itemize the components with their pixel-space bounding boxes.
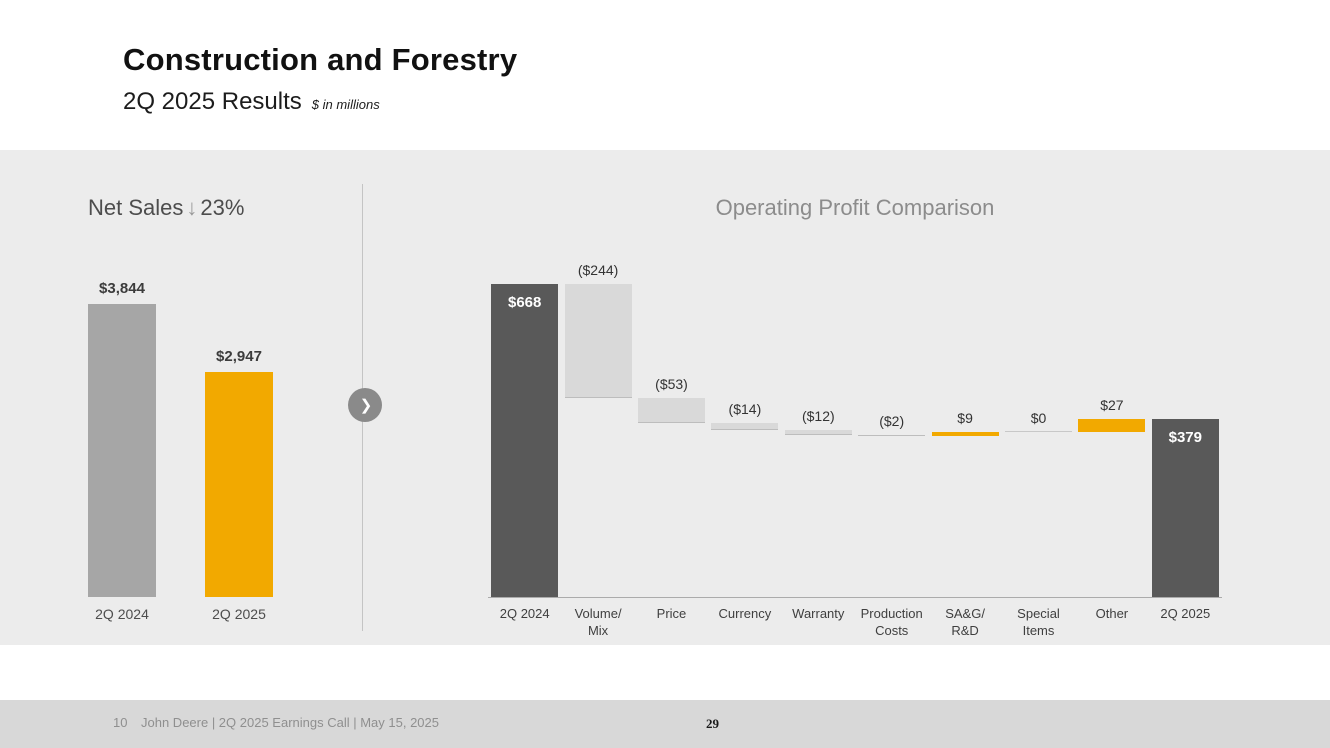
net-sales-change: 23% [200, 195, 245, 220]
down-arrow-icon: ↓ [186, 195, 198, 220]
waterfall-category-label: Production Costs [860, 606, 923, 638]
footer-slide-number: 10 [113, 715, 128, 730]
net-sales-category-label: 2Q 2025 [212, 606, 266, 622]
net-sales-plot: $3,844 $2,947 [88, 280, 368, 597]
page-title: Construction and Forestry [123, 42, 518, 77]
net-sales-bar-0 [88, 304, 156, 597]
waterfall-category-label: Special Items [1017, 606, 1060, 638]
waterfall-bar-1 [564, 283, 632, 399]
net-sales-category-label: 2Q 2024 [95, 606, 149, 622]
waterfall-bar-7 [1005, 431, 1072, 433]
footer-band [0, 700, 1330, 748]
net-sales-bar-1 [205, 372, 273, 597]
waterfall-category-label: Volume/ Mix [574, 606, 622, 638]
net-sales-value-label: $2,947 [216, 348, 262, 365]
section-divider-circle: ❯ [348, 388, 382, 422]
waterfall-value-label: $9 [957, 410, 973, 427]
waterfall-category-label: Currency [718, 606, 772, 621]
waterfall-category-label: Warranty [792, 606, 845, 621]
waterfall-bar-4 [784, 429, 852, 436]
waterfall-category-label: 2Q 2024 [499, 606, 550, 621]
waterfall-bar-5 [858, 435, 926, 437]
waterfall-bar-8 [1078, 419, 1146, 433]
waterfall-bar-6 [931, 432, 999, 437]
footer-caption: John Deere | 2Q 2025 Earnings Call | May… [141, 715, 439, 730]
waterfall-bar-3 [711, 423, 779, 430]
waterfall-value-label: ($2) [879, 413, 905, 430]
waterfall-category-label: SA&G/ R&D [945, 606, 985, 638]
waterfall-value-label: ($53) [655, 376, 688, 393]
waterfall-category-label: 2Q 2025 [1160, 606, 1211, 621]
waterfall-bar-2 [638, 398, 705, 424]
operating-profit-title: Operating Profit Comparison [715, 195, 995, 220]
waterfall-bar-9 [1151, 419, 1219, 597]
waterfall-value-label: $668 [508, 293, 542, 311]
page-subtitle: 2Q 2025 Results [123, 88, 302, 115]
net-sales-title: Net Sales ↓ 23% [88, 195, 244, 221]
footer-page-number: 29 [706, 716, 719, 731]
waterfall-value-label: $0 [1030, 410, 1047, 427]
units-note: $ in millions [311, 97, 380, 112]
net-sales-value-label: $3,844 [99, 280, 145, 297]
chevron-right-icon: ❯ [359, 396, 373, 414]
waterfall-value-label: ($12) [801, 407, 835, 424]
waterfall-value-label: ($14) [728, 401, 762, 418]
net-sales-title-text: Net Sales [88, 195, 184, 220]
page-subtitle-row: 2Q 2025 Results $ in millions [123, 88, 380, 116]
waterfall-category-label: Price [656, 606, 687, 621]
waterfall-value-label: $379 [1168, 429, 1202, 447]
waterfall-value-label: $27 [1100, 397, 1124, 414]
net-sales-axis: 2Q 2024 2Q 2025 [88, 606, 368, 626]
waterfall-axis: 2Q 2024 Volume/ Mix Price Currency Warranty P… [488, 606, 1222, 640]
waterfall-plot: $668 ($244) ($53) ($14) ($12) ($2) $9 $0 $27 $379 [488, 185, 1222, 598]
waterfall-category-label: Other [1095, 606, 1129, 621]
waterfall-value-label: ($244) [577, 261, 619, 278]
waterfall-bar-0 [491, 283, 559, 597]
